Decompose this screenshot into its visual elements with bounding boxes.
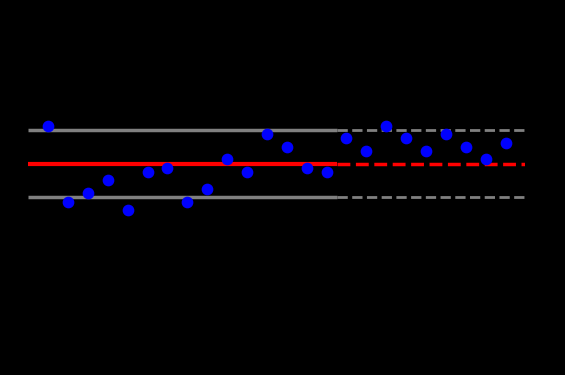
Point	[421, 148, 431, 154]
Point	[501, 140, 510, 146]
Point	[322, 169, 331, 175]
Point	[402, 135, 411, 141]
Point	[342, 135, 351, 141]
Point	[44, 123, 53, 129]
Point	[223, 156, 232, 162]
Point	[123, 207, 132, 213]
Point	[481, 156, 490, 162]
Point	[242, 169, 251, 175]
Point	[203, 186, 212, 192]
Point	[461, 144, 470, 150]
Point	[84, 190, 93, 196]
Point	[282, 144, 292, 150]
Point	[262, 131, 271, 137]
Point	[143, 169, 152, 175]
Point	[441, 131, 450, 137]
Point	[103, 177, 112, 183]
Point	[183, 199, 192, 205]
Point	[362, 148, 371, 154]
Point	[302, 165, 311, 171]
Point	[163, 165, 172, 171]
Point	[63, 199, 72, 205]
Point	[382, 123, 391, 129]
